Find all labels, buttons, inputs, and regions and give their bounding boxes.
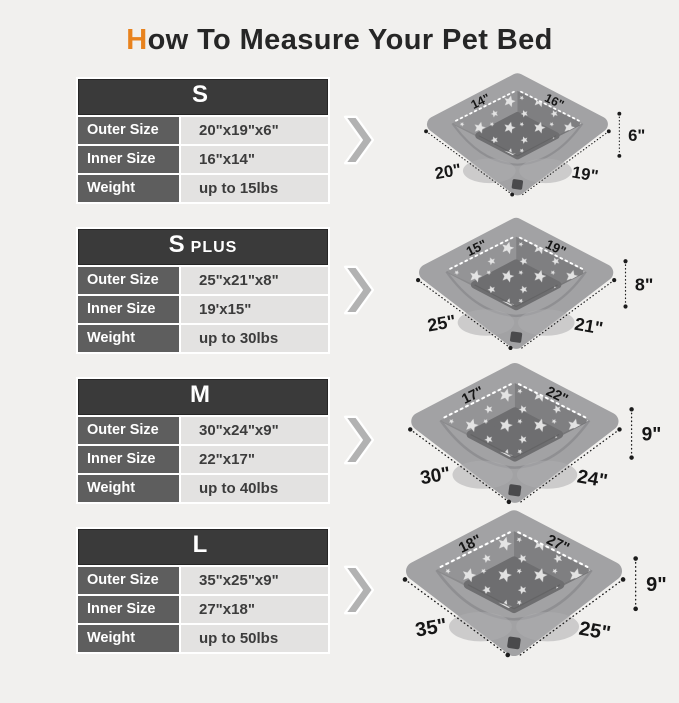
size-section-s: S Outer Size 20"x19"x6" Inner Size 16"x1… <box>0 65 679 215</box>
header-size-name: S <box>192 81 209 108</box>
table-row-outer-size: Outer Size 20"x19"x6" <box>78 117 328 144</box>
row-label-inner-size: Inner Size <box>78 296 179 323</box>
measure-bottom-right-label: 24" <box>575 466 609 492</box>
row-value-inner-size: 19'x15" <box>181 296 328 323</box>
row-value-outer-size: 30"x24"x9" <box>181 417 328 444</box>
row-label-weight: Weight <box>78 475 179 502</box>
row-label-inner-size: Inner Size <box>78 446 179 473</box>
table-row-weight: Weight up to 30lbs <box>78 325 328 352</box>
row-label-outer-size: Outer Size <box>78 117 179 144</box>
bed-figure: 14" 16" 6" 20" 19" <box>412 68 658 213</box>
table-row-outer-size: Outer Size 30"x24"x9" <box>78 417 328 444</box>
row-label-inner-size: Inner Size <box>78 146 179 173</box>
size-rows: S Outer Size 20"x19"x6" Inner Size 16"x1… <box>0 65 679 665</box>
table-row-outer-size: Outer Size 35"x25"x9" <box>78 567 328 594</box>
row-value-weight: up to 15lbs <box>181 175 328 202</box>
row-label-outer-size: Outer Size <box>78 267 179 294</box>
table-row-weight: Weight up to 40lbs <box>78 475 328 502</box>
table-row-inner-size: Inner Size 19'x15" <box>78 296 328 323</box>
row-value-outer-size: 20"x19"x6" <box>181 117 328 144</box>
size-section-s-plus: S PLUS Outer Size 25"x21"x8" Inner Size 1… <box>0 215 679 365</box>
measure-bottom-left-label: 30" <box>418 463 452 489</box>
measure-bottom-left-label: 25" <box>425 311 456 336</box>
bed-figure: 17" 22" 9" 30" 24" <box>394 357 676 523</box>
size-table-s-plus: S PLUS Outer Size 25"x21"x8" Inner Size 1… <box>76 227 330 354</box>
size-table-l: L Outer Size 35"x25"x9" Inner Size 27"x1… <box>76 527 330 654</box>
page-title: How To Measure Your Pet Bed <box>0 24 679 57</box>
bed-illustration-m: 17" 22" 9" 30" 24" <box>386 357 679 523</box>
table-row-weight: Weight up to 15lbs <box>78 175 328 202</box>
chevron-right-icon <box>342 264 376 316</box>
table-row-outer-size: Outer Size 25"x21"x8" <box>78 267 328 294</box>
row-label-weight: Weight <box>78 175 179 202</box>
measure-bottom-left-label: 20" <box>433 159 462 182</box>
table-header: S PLUS <box>78 229 328 265</box>
row-value-outer-size: 25"x21"x8" <box>181 267 328 294</box>
measure-height-label: 9" <box>646 574 667 596</box>
table-row-weight: Weight up to 50lbs <box>78 625 328 652</box>
table-row-inner-size: Inner Size 22"x17" <box>78 446 328 473</box>
table-row-inner-size: Inner Size 16"x14" <box>78 146 328 173</box>
row-label-outer-size: Outer Size <box>78 417 179 444</box>
row-value-weight: up to 30lbs <box>181 325 328 352</box>
size-section-m: M Outer Size 30"x24"x9" Inner Size 22"x1… <box>0 365 679 515</box>
pet-bed-measure-infographic: How To Measure Your Pet Bed S Outer Size… <box>0 24 679 703</box>
row-label-weight: Weight <box>78 625 179 652</box>
bed-illustration-l: 18" 27" 9" 35" 25" <box>386 504 679 677</box>
chevron-right-icon <box>342 414 376 466</box>
bed-illustration-s: 14" 16" 6" 20" 19" <box>386 68 679 213</box>
title-accent-letter: H <box>126 24 147 56</box>
row-label-inner-size: Inner Size <box>78 596 179 623</box>
size-table-s: S Outer Size 20"x19"x6" Inner Size 16"x1… <box>76 77 330 204</box>
row-value-inner-size: 27"x18" <box>181 596 328 623</box>
row-value-weight: up to 50lbs <box>181 625 328 652</box>
bed-illustration-s-plus: 15" 19" 8" 25" 21" <box>386 212 679 368</box>
bed-figure: 15" 19" 8" 25" 21" <box>403 212 667 368</box>
table-header: S <box>78 79 328 115</box>
bed-figure: 18" 27" 9" 35" 25" <box>388 504 679 677</box>
measure-bottom-right-label: 25" <box>577 617 612 644</box>
measure-height-label: 8" <box>634 274 652 294</box>
chevron-right-icon <box>342 114 376 166</box>
chevron-right-icon <box>342 564 376 616</box>
measure-bottom-right-label: 19" <box>570 162 599 185</box>
size-section-l: L Outer Size 35"x25"x9" Inner Size 27"x1… <box>0 515 679 665</box>
table-header: L <box>78 529 328 565</box>
header-size-name: S <box>169 231 186 258</box>
row-value-inner-size: 16"x14" <box>181 146 328 173</box>
measure-bottom-left-label: 35" <box>413 614 448 641</box>
header-size-name: M <box>190 381 211 408</box>
table-row-inner-size: Inner Size 27"x18" <box>78 596 328 623</box>
measure-bottom-right-label: 21" <box>573 314 604 339</box>
header-size-suffix: PLUS <box>191 239 238 256</box>
row-label-outer-size: Outer Size <box>78 567 179 594</box>
row-label-weight: Weight <box>78 325 179 352</box>
header-size-name: L <box>193 531 209 558</box>
title-rest: ow To Measure Your Pet Bed <box>148 24 553 56</box>
row-value-inner-size: 22"x17" <box>181 446 328 473</box>
row-value-weight: up to 40lbs <box>181 475 328 502</box>
measure-height-label: 6" <box>628 125 645 144</box>
row-value-outer-size: 35"x25"x9" <box>181 567 328 594</box>
table-header: M <box>78 379 328 415</box>
size-table-m: M Outer Size 30"x24"x9" Inner Size 22"x1… <box>76 377 330 504</box>
measure-height-label: 9" <box>641 425 661 446</box>
